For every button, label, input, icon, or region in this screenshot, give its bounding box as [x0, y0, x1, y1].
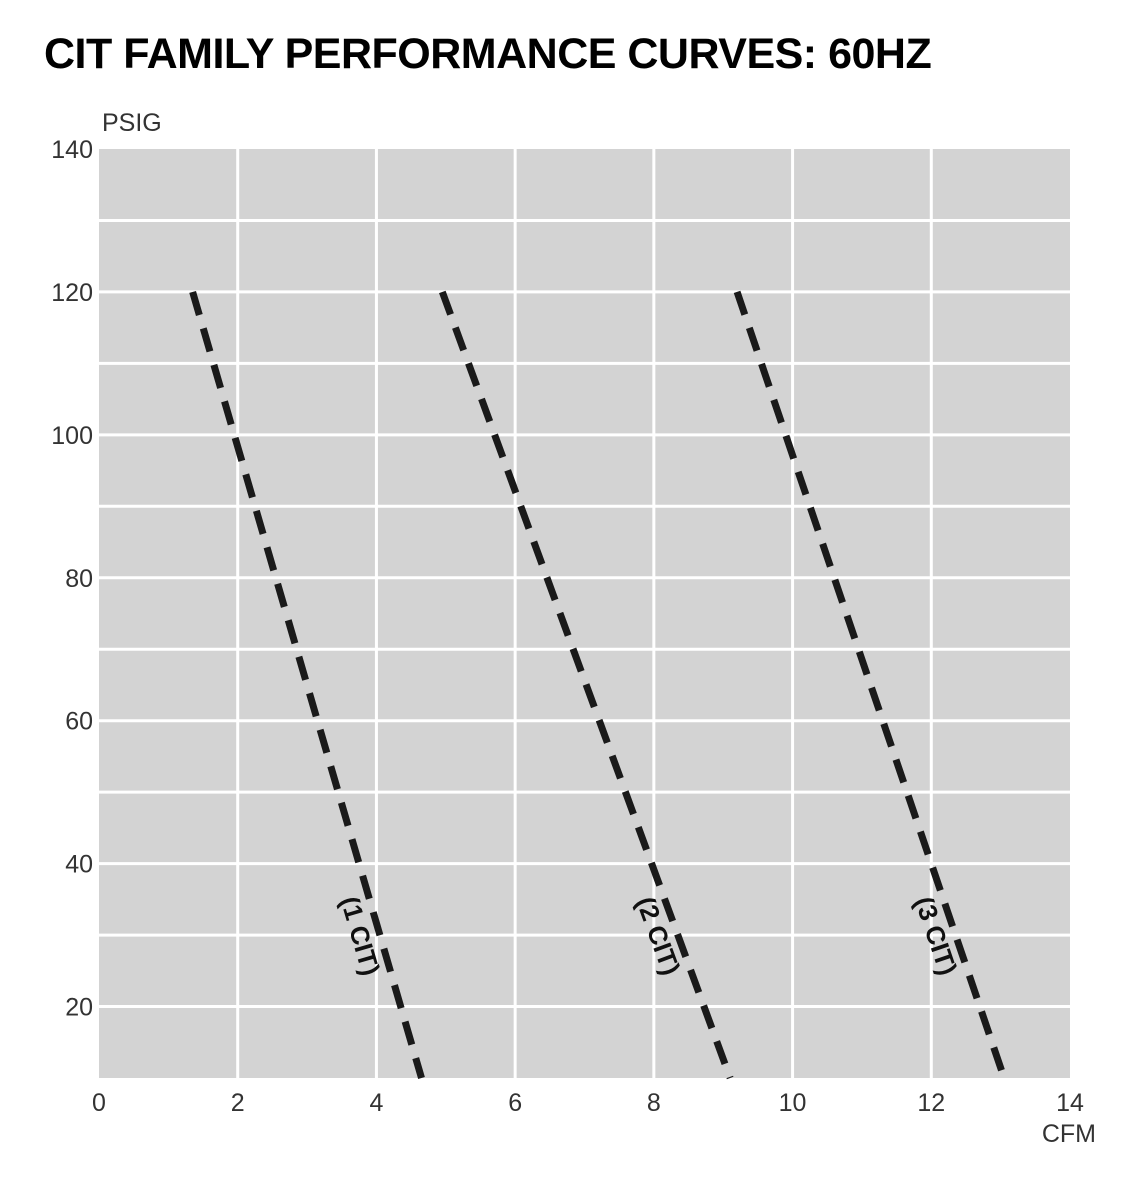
y-tick-label: 100: [51, 422, 93, 450]
y-tick-label: 40: [65, 851, 93, 879]
x-axis-label: CFM: [1042, 1120, 1096, 1148]
tick-labels: 0 2 4 6 8 10 12 14 20 40 60 80 100 120 140: [51, 136, 1084, 1117]
series-line-3: [733, 290, 1008, 1080]
chart-title: CIT FAMILY PERFORMANCE CURVES: 60HZ: [44, 30, 932, 78]
grid-lines: [99, 149, 1070, 1078]
x-tick-label: 4: [369, 1089, 383, 1117]
y-tick-label: 20: [65, 994, 93, 1022]
plot-background: [99, 149, 1070, 1078]
y-tick-label: 140: [51, 136, 93, 164]
y-tick-label: 120: [51, 279, 93, 307]
x-tick-label: 2: [231, 1089, 245, 1117]
x-tick-label: 10: [779, 1089, 807, 1117]
y-tick-label: 80: [65, 565, 93, 593]
x-tick-label: 0: [92, 1089, 106, 1117]
x-tick-label: 12: [917, 1089, 945, 1117]
x-tick-label: 8: [647, 1089, 661, 1117]
series-lines: [189, 290, 1008, 1080]
x-tick-label: 6: [508, 1089, 522, 1117]
x-tick-label: 14: [1056, 1089, 1084, 1117]
y-axis-label: PSIG: [102, 109, 162, 137]
y-tick-label: 60: [65, 708, 93, 736]
series-line-1: [189, 290, 425, 1079]
series-line-2: [439, 290, 734, 1080]
